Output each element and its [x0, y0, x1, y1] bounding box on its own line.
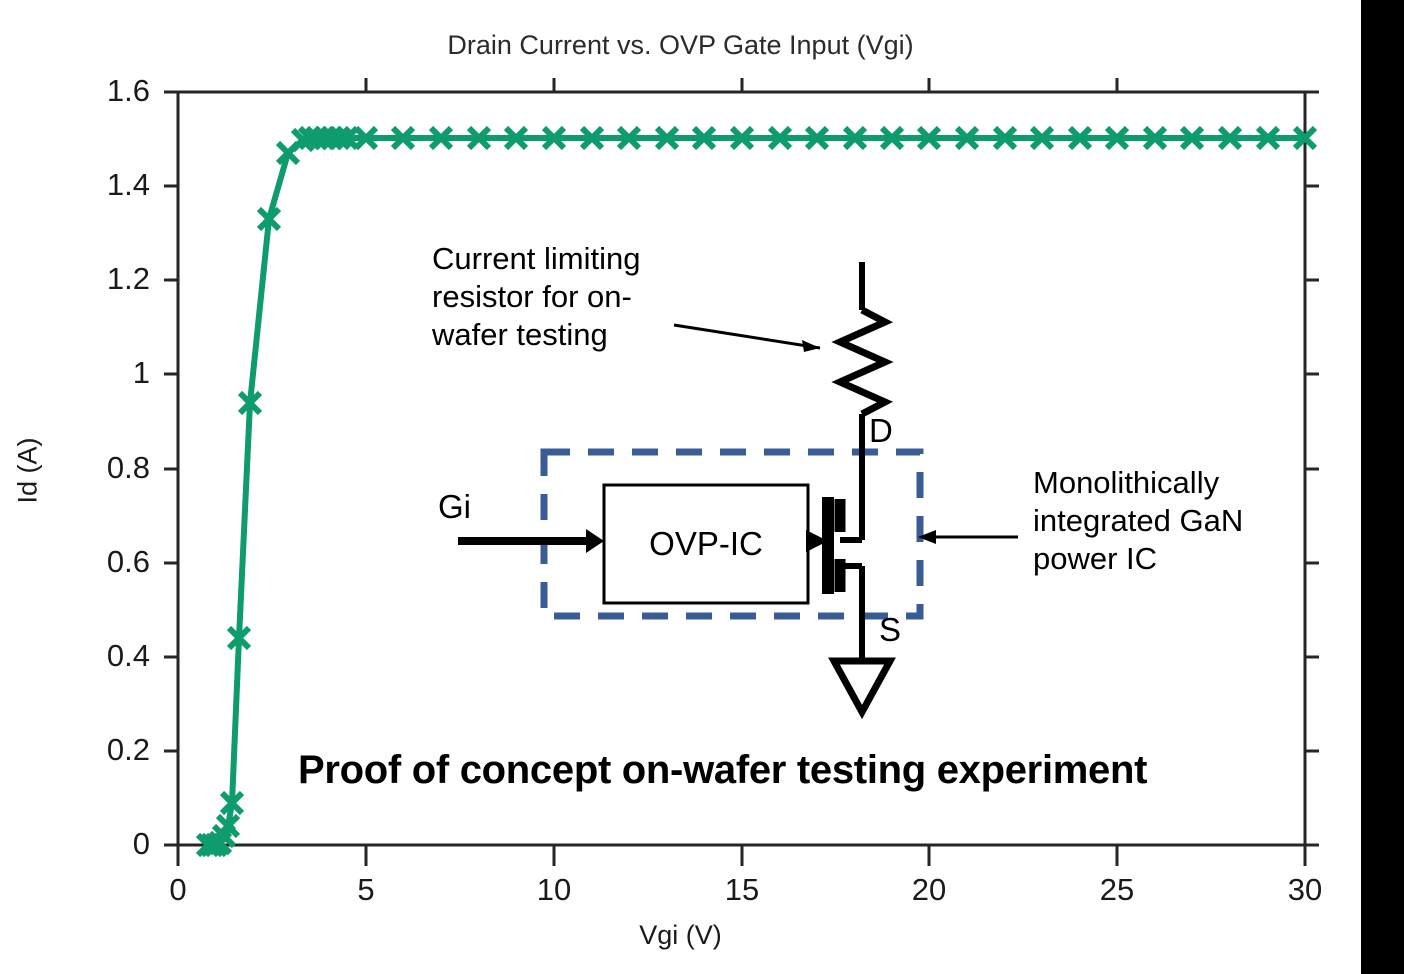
xtick-label: 20: [911, 872, 947, 907]
annotation-current-limiting-resistor: Current limiting resistor for on-wafer t…: [432, 241, 641, 352]
ytick-label: 0: [132, 826, 150, 861]
x-tick-marks-top: [364, 78, 1119, 92]
source-terminal-label: S: [879, 611, 902, 648]
data-series-id: [195, 125, 1318, 858]
plot-svg: [164, 78, 1319, 866]
figure-canvas: Drain Current vs. OVP Gate Input (Vgi): [0, 0, 1361, 974]
circuit-diagram: [458, 262, 1018, 720]
xtick-label: 10: [536, 872, 572, 907]
ytick-label: 0.6: [106, 544, 150, 579]
data-markers: [195, 125, 1318, 858]
ytick-label: 1.4: [106, 167, 150, 202]
ic-boundary-dashed-box: [540, 448, 924, 620]
ovp-ic-box: [602, 483, 810, 605]
figure-caption: Proof of concept on-wafer testing experi…: [298, 748, 1148, 792]
xtick-label: 25: [1099, 872, 1135, 907]
y-axis-title: Id (A): [12, 437, 43, 504]
ovp-ic-block-label: OVP-IC: [649, 525, 763, 562]
xtick-label: 0: [169, 872, 187, 907]
ytick-label: 1.2: [106, 261, 150, 296]
xtick-label: 15: [724, 872, 760, 907]
chart-title: Drain Current vs. OVP Gate Input (Vgi): [447, 30, 914, 60]
resistor-symbol: [831, 306, 894, 418]
xtick-label: 5: [357, 872, 375, 907]
xtick-label: 30: [1287, 872, 1323, 907]
ytick-label: 1: [132, 355, 150, 390]
x-axis-title: Vgi (V): [639, 920, 722, 950]
annotation-monolithic-gan-ic: Monolithically integrated GaN power IC: [1033, 465, 1244, 576]
gate-input-label: Gi: [438, 488, 471, 525]
ground-symbol: [828, 657, 896, 720]
ytick-label: 0.2: [106, 732, 150, 767]
right-black-band: [1361, 0, 1404, 974]
drain-terminal-label: D: [869, 412, 893, 449]
x-tick-marks: [176, 845, 1307, 866]
ytick-label: 0.4: [106, 638, 150, 673]
y-tick-marks-right: [1305, 90, 1319, 847]
ytick-label: 1.6: [106, 73, 150, 108]
ytick-label: 0.8: [106, 450, 150, 485]
y-tick-marks: [164, 90, 178, 847]
